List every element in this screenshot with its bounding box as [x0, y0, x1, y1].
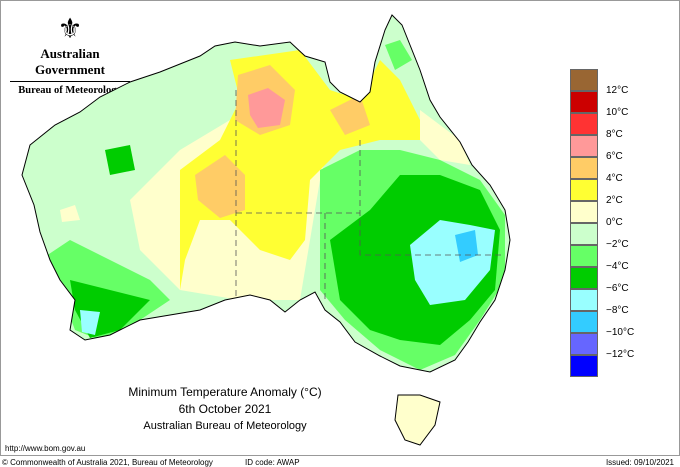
legend-label: −12°C [606, 349, 635, 360]
legend-swatch [570, 135, 598, 157]
legend-label: 4°C [606, 173, 623, 184]
state-borders [235, 90, 505, 300]
legend-label: −2°C [606, 239, 629, 250]
legend-label: 2°C [606, 195, 623, 206]
id-code: ID code: AWAP [245, 458, 300, 467]
legend-label: 10°C [606, 107, 629, 118]
title-source: Australian Bureau of Meteorology [143, 420, 307, 432]
legend-label: −8°C [606, 305, 629, 316]
legend-label: 6°C [606, 151, 623, 162]
map-title: Minimum Temperature Anomaly (°C) 6th Oct… [100, 384, 350, 435]
legend-swatch [570, 267, 598, 289]
tasmania [394, 394, 441, 446]
legend-label: −4°C [606, 261, 629, 272]
legend-swatch [570, 113, 598, 135]
legend-swatch [570, 355, 598, 377]
legend-swatch [570, 91, 598, 113]
legend-swatch [570, 333, 598, 355]
government-label: Australian Government [10, 46, 130, 82]
legend-label: −6°C [606, 283, 629, 294]
legend-swatch [570, 179, 598, 201]
legend-swatch [570, 69, 598, 91]
legend-label: 8°C [606, 129, 623, 140]
coat-of-arms-icon: ⚜ [57, 13, 83, 44]
title-date: 6th October 2021 [178, 402, 272, 416]
legend-swatch [570, 157, 598, 179]
legend-label: 0°C [606, 217, 623, 228]
title-main: Minimum Temperature Anomaly (°C) [128, 385, 322, 399]
issued-date: Issued: 09/10/2021 [605, 458, 674, 467]
legend-swatch [570, 311, 598, 333]
website-link[interactable]: http://www.bom.gov.au [5, 444, 86, 453]
legend-swatch [570, 245, 598, 267]
copyright: © Commonwealth of Australia 2021, Bureau… [2, 458, 213, 467]
legend-swatch [570, 289, 598, 311]
legend-label: −10°C [606, 327, 635, 338]
legend-label: 12°C [606, 85, 629, 96]
anomaly-fill [22, 15, 510, 372]
bom-logo: ⚜ Australian Government Bureau of Meteor… [10, 12, 130, 96]
agency-label: Bureau of Meteorology [18, 85, 122, 96]
legend-swatch [570, 223, 598, 245]
legend-swatch [570, 201, 598, 223]
